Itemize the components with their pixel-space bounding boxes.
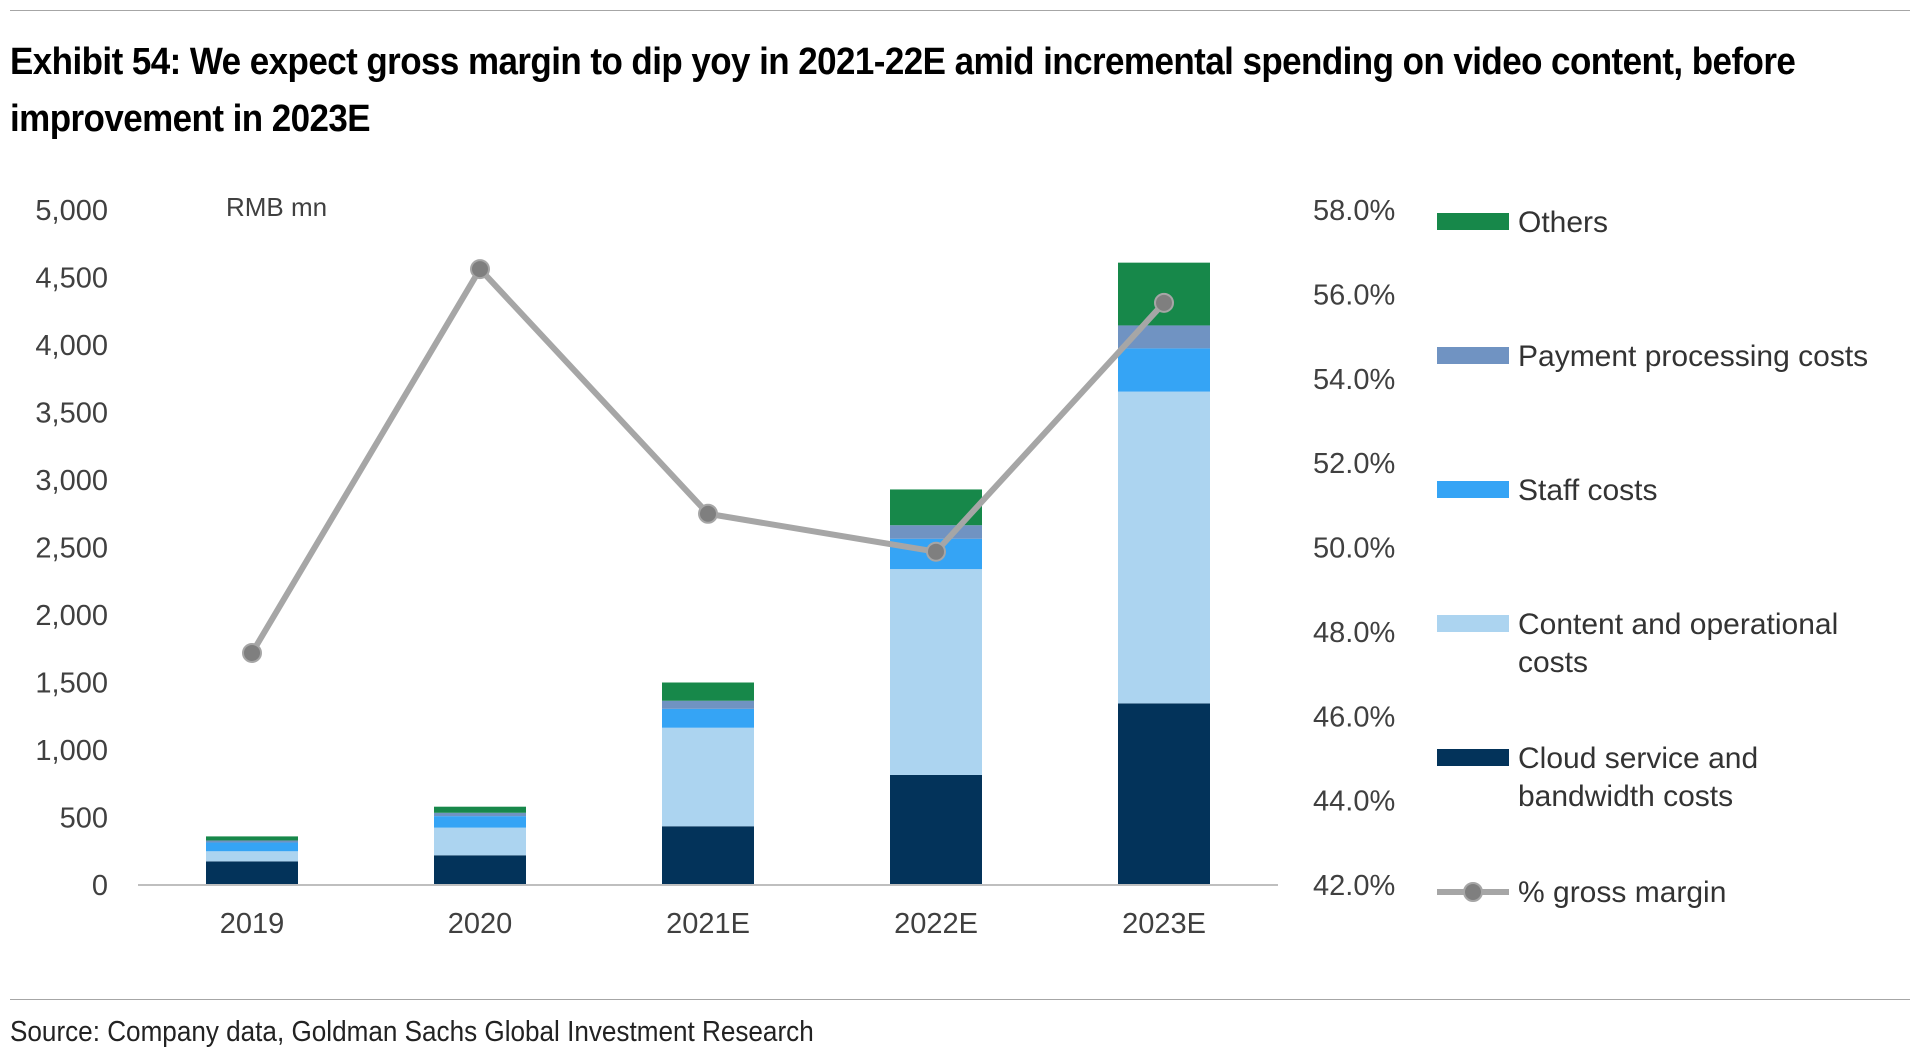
- y-right-tick-label: 50.0%: [1313, 533, 1395, 565]
- chart: 0 500 1,000 1,500 2,000 2,500 3,000 3,500 4,000 4…: [35, 192, 1868, 940]
- bar-segment: [1118, 348, 1210, 392]
- chart-title: Exhibit 54: We expect gross margin to di…: [10, 41, 1796, 140]
- bar-segment: [890, 774, 982, 885]
- y-left-tick-label: 3,000: [35, 465, 108, 497]
- bottom-rule: [10, 999, 1910, 1000]
- legend-swatch: [1437, 347, 1509, 364]
- bar-segment: [206, 840, 298, 843]
- unit-label: RMB mn: [226, 192, 327, 222]
- bar-segment: [890, 569, 982, 775]
- x-tick-label: 2020: [448, 908, 513, 940]
- bar-segment: [434, 855, 526, 885]
- legend-label: bandwidth costs: [1518, 780, 1733, 813]
- y-right-axis: 42.0% 44.0% 46.0% 48.0% 50.0% 52.0% 54.0% 56.0%…: [1313, 195, 1395, 902]
- y-left-tick-label: 2,500: [35, 533, 108, 565]
- legend-swatch: [1437, 615, 1509, 632]
- bar-segment: [662, 826, 754, 885]
- bar-segment: [1118, 391, 1210, 704]
- x-axis: 2019 2020 2021E 2022E 2023E: [220, 908, 1206, 940]
- gross-margin-point: [698, 503, 718, 524]
- gross-margin-point: [1154, 292, 1174, 313]
- y-left-tick-label: 1,000: [35, 735, 108, 767]
- legend-label: Others: [1518, 206, 1608, 239]
- legend: Others Payment processing costs Staff cost…: [1437, 206, 1868, 909]
- bar-segment: [434, 812, 526, 817]
- top-rule: [10, 10, 1910, 11]
- source-note: Source: Company data, Goldman Sachs Glob…: [10, 1016, 814, 1048]
- bar-segment: [662, 700, 754, 709]
- legend-swatch: [1437, 213, 1509, 230]
- legend-label: Content and operational: [1518, 608, 1838, 641]
- y-left-tick-label: 4,500: [35, 263, 108, 295]
- y-right-tick-label: 54.0%: [1313, 364, 1395, 396]
- y-left-tick-label: 4,000: [35, 330, 108, 362]
- x-tick-label: 2023E: [1122, 908, 1206, 940]
- bar-segment: [662, 682, 754, 701]
- bar-segment: [1118, 703, 1210, 885]
- y-right-tick-label: 44.0%: [1313, 786, 1395, 818]
- x-tick-label: 2021E: [666, 908, 750, 940]
- legend-swatch: [1437, 749, 1509, 766]
- bar-segment: [890, 525, 982, 539]
- y-right-tick-label: 42.0%: [1313, 870, 1395, 902]
- bar-segment: [662, 727, 754, 827]
- gross-margin-polyline: [249, 266, 1167, 655]
- y-left-tick-label: 2,000: [35, 600, 108, 632]
- legend-marker: [1463, 882, 1483, 902]
- legend-label: % gross margin: [1518, 876, 1726, 909]
- y-right-tick-label: 58.0%: [1313, 195, 1395, 227]
- bar-segment: [206, 836, 298, 841]
- bar-segment: [434, 816, 526, 828]
- y-left-tick-label: 0: [92, 870, 108, 902]
- bar-segment: [662, 708, 754, 728]
- y-right-tick-label: 46.0%: [1313, 701, 1395, 733]
- legend-label: Payment processing costs: [1518, 340, 1868, 373]
- bar-segment: [434, 827, 526, 856]
- bars: [206, 262, 1210, 885]
- gross-margin-point: [470, 259, 490, 280]
- bar-segment: [206, 861, 298, 885]
- y-left-tick-label: 1,500: [35, 668, 108, 700]
- x-tick-label: 2022E: [894, 908, 978, 940]
- x-tick-label: 2019: [220, 908, 285, 940]
- legend-label: costs: [1518, 646, 1588, 679]
- bar-segment: [434, 806, 526, 813]
- y-right-tick-label: 48.0%: [1313, 617, 1395, 649]
- gross-margin-point: [242, 642, 262, 663]
- y-left-axis: 0 500 1,000 1,500 2,000 2,500 3,000 3,500 4,000 4…: [35, 195, 108, 902]
- bar-segment: [206, 851, 298, 862]
- y-right-tick-label: 52.0%: [1313, 448, 1395, 480]
- legend-swatch: [1437, 481, 1509, 498]
- bar-segment: [206, 842, 298, 852]
- legend-label: Staff costs: [1518, 474, 1658, 507]
- legend-label: Cloud service and: [1518, 742, 1758, 775]
- gross-margin-line: [242, 259, 1174, 663]
- gross-margin-point: [926, 541, 946, 562]
- y-right-tick-label: 56.0%: [1313, 279, 1395, 311]
- y-left-tick-label: 500: [60, 803, 108, 835]
- y-left-tick-label: 5,000: [35, 195, 108, 227]
- y-left-tick-label: 3,500: [35, 398, 108, 430]
